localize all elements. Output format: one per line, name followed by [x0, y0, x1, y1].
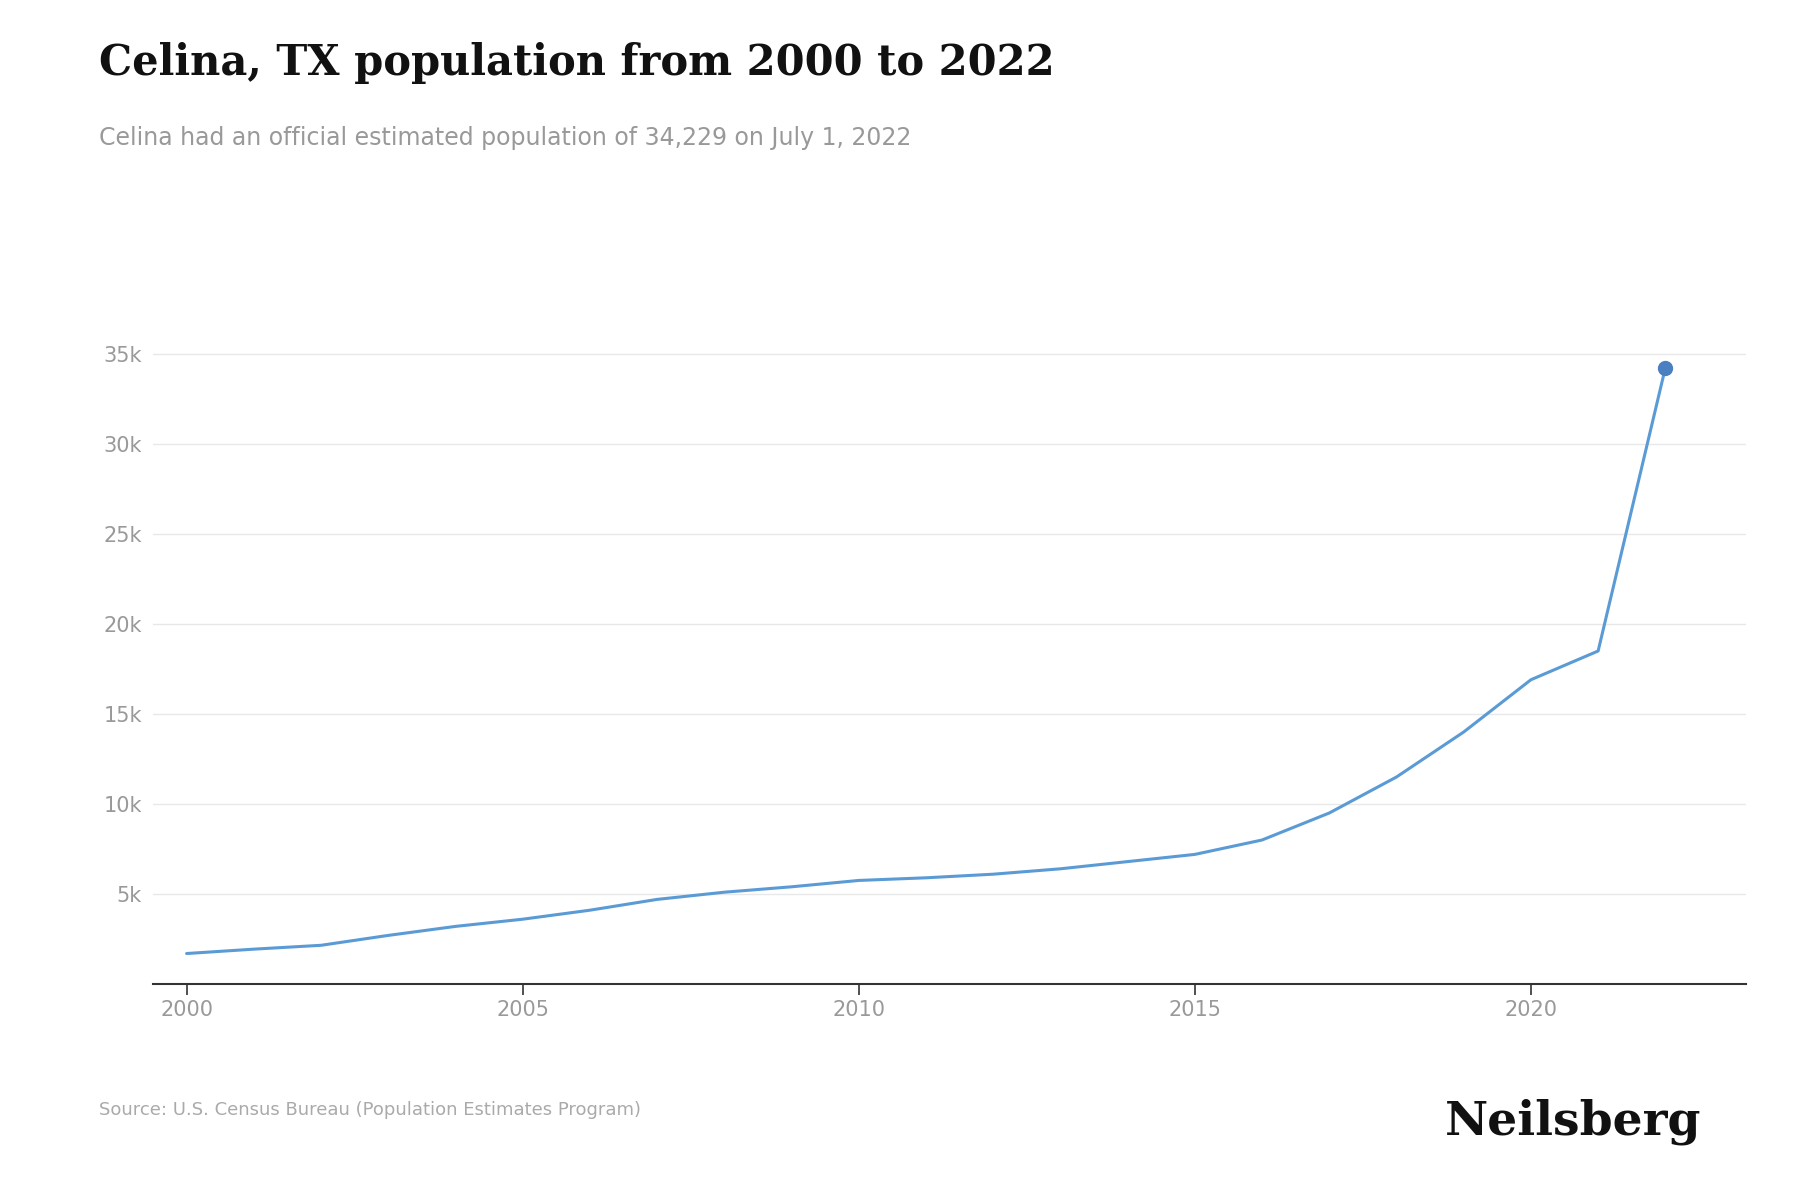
- Text: Neilsberg: Neilsberg: [1444, 1099, 1701, 1145]
- Text: Celina had an official estimated population of 34,229 on July 1, 2022: Celina had an official estimated populat…: [99, 126, 911, 150]
- Text: Celina, TX population from 2000 to 2022: Celina, TX population from 2000 to 2022: [99, 42, 1055, 84]
- Point: [1651, 359, 1679, 378]
- Text: Source: U.S. Census Bureau (Population Estimates Program): Source: U.S. Census Bureau (Population E…: [99, 1102, 641, 1118]
